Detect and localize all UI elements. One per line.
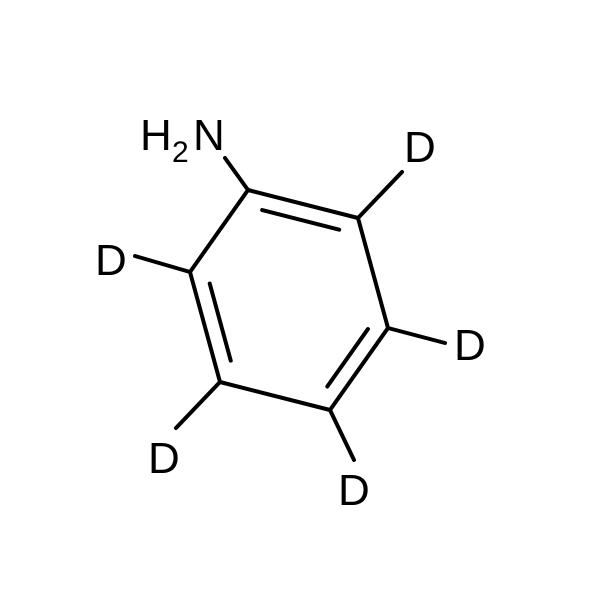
label-D-left: D <box>95 236 127 285</box>
label-D-bottom-right: D <box>338 466 370 515</box>
label-H2-sub: 2 <box>172 136 189 169</box>
label-H: H <box>140 111 172 160</box>
label-N: N <box>193 111 225 160</box>
molecule-diagram: H2N D D D D D <box>0 0 600 600</box>
label-D-top-right: D <box>404 123 436 172</box>
label-D-bottom-left: D <box>148 434 180 483</box>
label-D-right: D <box>454 321 486 370</box>
